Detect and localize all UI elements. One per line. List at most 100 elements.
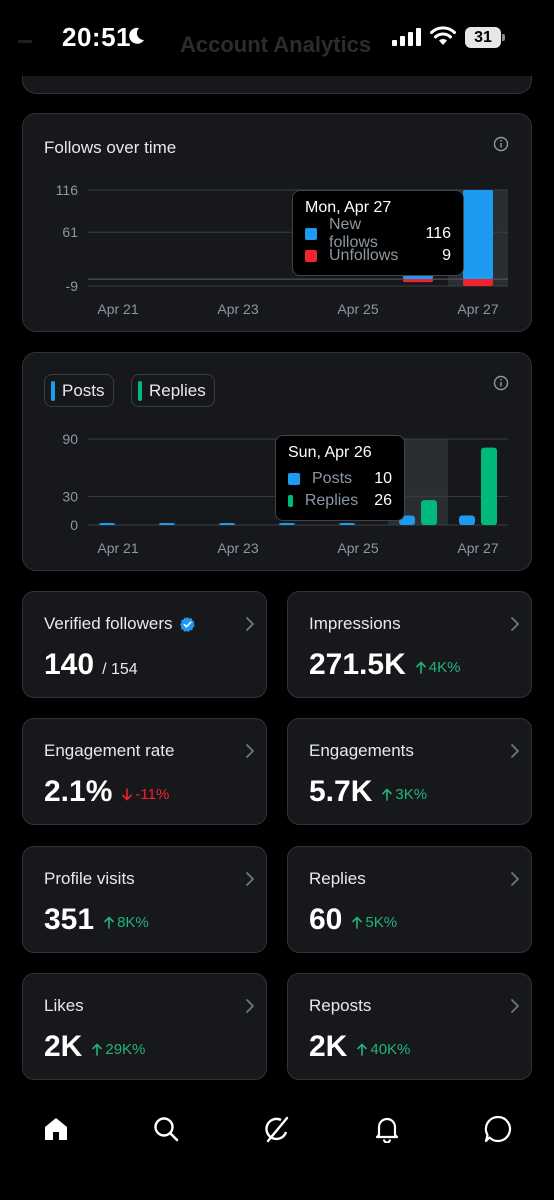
arrow-up-icon: [382, 788, 393, 801]
stat-card-verified-followers[interactable]: Verified followers 140 / 154: [22, 591, 267, 698]
replies-swatch: [288, 495, 293, 507]
y-tick-label: 30: [62, 488, 78, 504]
stat-card-profile-visits[interactable]: Profile visits 351 8K%: [22, 846, 267, 953]
home-icon: [45, 1118, 67, 1140]
stat-card-replies[interactable]: Replies 60 5K%: [287, 846, 532, 953]
stat-label-text: Engagement rate: [44, 741, 175, 760]
stat-value-row: 351 8K%: [44, 903, 149, 937]
stat-label: Impressions: [309, 614, 401, 634]
stat-label-text: Likes: [44, 996, 84, 1015]
stat-delta: 8K%: [104, 914, 149, 931]
stat-value: 2K: [309, 1030, 348, 1063]
posts-legend-swatch: [51, 380, 55, 401]
verified-badge-icon: [179, 616, 195, 632]
tooltip-row: New follows 116: [305, 216, 451, 251]
tooltip-value: 26: [374, 492, 392, 509]
stat-label: Profile visits: [44, 869, 135, 889]
stat-delta-text: 29K%: [105, 1041, 146, 1058]
stat-label-text: Profile visits: [44, 869, 135, 888]
stat-label-text: Reposts: [309, 996, 372, 1015]
nav-grok[interactable]: [257, 1109, 297, 1149]
stat-label-text: Engagements: [309, 741, 414, 760]
nav-messages[interactable]: [478, 1109, 518, 1149]
stat-delta-text: 8K%: [117, 914, 149, 931]
stat-delta: -11%: [122, 786, 169, 803]
stat-value-row: 271.5K 4K%: [309, 648, 460, 682]
back-arrow-icon: [18, 40, 32, 43]
unfollows-swatch: [305, 250, 317, 262]
x-tick-label: Apr 23: [217, 540, 258, 556]
unfollows-bar: [403, 279, 433, 283]
stat-card-reposts[interactable]: Reposts 2K 40K%: [287, 973, 532, 1080]
page-title: Account Analytics: [180, 32, 372, 57]
x-tick-label: Apr 25: [337, 301, 378, 317]
follows-chart-card: Follows over time 116 61 -9 Apr 21 Apr 23 Apr…: [22, 113, 532, 332]
legend-label: Posts: [62, 380, 105, 400]
tooltip-label: Replies: [304, 492, 359, 509]
stat-delta-text: 4K%: [428, 659, 461, 676]
follows-tooltip: Mon, Apr 27 New follows 116 Unfollows 9: [292, 190, 464, 276]
stat-label: Verified followers: [44, 614, 196, 634]
nav-search[interactable]: [146, 1109, 186, 1149]
posts-swatch: [288, 473, 300, 485]
x-tick-label: Apr 25: [337, 540, 378, 556]
legend-label: Replies: [149, 380, 206, 400]
y-tick-label: 116: [56, 182, 79, 198]
stat-delta: 29K%: [92, 1041, 145, 1058]
tooltip-value: 10: [374, 470, 392, 487]
stat-delta: 4K%: [415, 659, 461, 676]
nav-notifications[interactable]: [367, 1109, 407, 1149]
posts-bar: [279, 523, 295, 525]
legend-posts[interactable]: Posts: [44, 374, 114, 407]
posts-bar: [159, 523, 175, 525]
nav-home[interactable]: [36, 1109, 76, 1149]
stat-total: / 154: [102, 661, 138, 678]
cellular-signal-icon: [392, 28, 421, 46]
stat-label-text: Impressions: [309, 614, 401, 633]
legend-replies[interactable]: Replies: [131, 374, 215, 407]
x-tick-label: Apr 27: [457, 301, 498, 317]
stat-value-row: 60 5K%: [309, 903, 397, 937]
notifications-icon: [375, 1117, 399, 1143]
posts-replies-chart-card: Posts Replies 90 30 0 Apr 21 Apr 23 Apr 25 Apr…: [22, 352, 532, 571]
x-tick-label: Apr 27: [457, 540, 498, 556]
y-tick-label: -9: [66, 278, 79, 294]
posts-bar: [339, 523, 355, 525]
tooltip-value: 9: [442, 247, 451, 264]
tooltip-label: Posts: [312, 470, 353, 487]
info-icon[interactable]: [493, 375, 509, 391]
stat-card-impressions[interactable]: Impressions 271.5K 4K%: [287, 591, 532, 698]
stat-card-engagements[interactable]: Engagements 5.7K 3K%: [287, 718, 532, 825]
messages-icon: [484, 1115, 512, 1143]
arrow-up-icon: [352, 916, 363, 929]
stat-delta-text: -11%: [135, 786, 170, 803]
stat-value: 5.7K: [309, 775, 373, 808]
chevron-right-icon: [246, 744, 254, 758]
arrow-up-icon: [357, 1043, 368, 1056]
stat-label: Replies: [309, 869, 366, 889]
stat-label: Likes: [44, 996, 84, 1016]
status-bar: Account Analytics 20:51 31: [0, 0, 554, 76]
stat-value-row: 140 / 154: [44, 648, 138, 682]
tooltip-date: Mon, Apr 27: [305, 199, 392, 216]
stat-label-text: Replies: [309, 869, 366, 888]
stat-delta-text: 40K%: [370, 1041, 411, 1058]
y-tick-label: 0: [70, 517, 78, 533]
stat-card-likes[interactable]: Likes 2K 29K%: [22, 973, 267, 1080]
stat-delta-text: 3K%: [395, 786, 428, 803]
info-icon[interactable]: [493, 136, 509, 152]
moon-icon: [129, 27, 144, 44]
chevron-right-icon: [511, 617, 519, 631]
arrow-down-icon: [122, 788, 133, 801]
tooltip-date: Sun, Apr 26: [288, 444, 372, 461]
stat-value-row: 2K 29K%: [44, 1030, 145, 1064]
tooltip-row: Replies 26: [288, 490, 392, 512]
replies-bar: [481, 447, 497, 525]
chevron-right-icon: [246, 872, 254, 886]
stat-delta: 5K%: [352, 914, 397, 931]
x-tick-label: Apr 21: [97, 540, 138, 556]
stat-value: 271.5K: [309, 648, 406, 681]
stat-label-text: Verified followers: [44, 614, 173, 633]
stat-card-engagement-rate[interactable]: Engagement rate 2.1% -11%: [22, 718, 267, 825]
chevron-right-icon: [246, 617, 254, 631]
